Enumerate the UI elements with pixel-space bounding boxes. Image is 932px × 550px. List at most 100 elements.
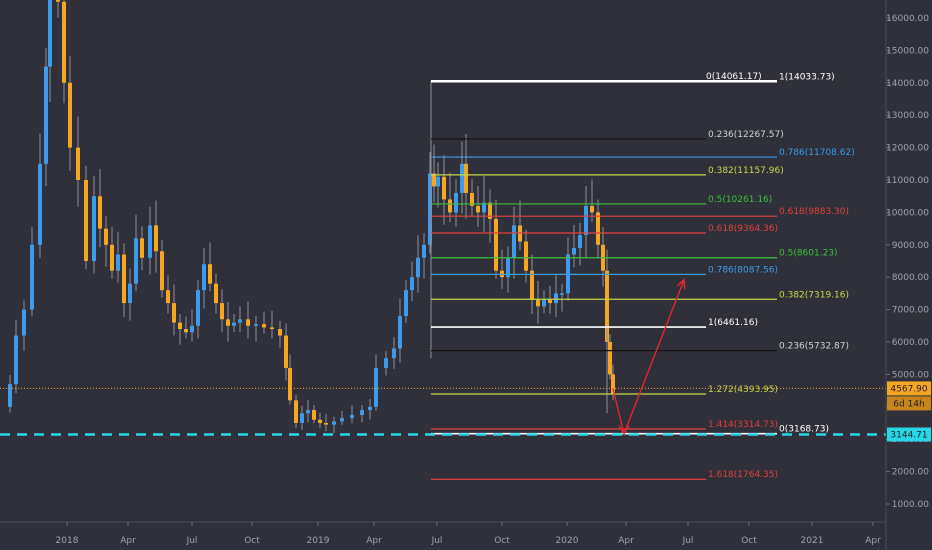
candle-52 — [340, 418, 344, 422]
candle-93 — [596, 212, 600, 245]
candle-97 — [611, 374, 615, 394]
countdown-label: 6d 14h — [893, 399, 924, 409]
candle-78 — [506, 257, 510, 278]
fib-level-9-label: 0.786(8087.56) — [708, 265, 778, 275]
fib-level-8-label: 0.5(8601.23) — [779, 249, 838, 259]
candle-21 — [140, 238, 144, 258]
candle-38 — [246, 319, 250, 326]
candle-40 — [262, 324, 266, 328]
fib-level-4-label: 0.382(11157.96) — [708, 166, 784, 176]
current-price-label: 4567.90 — [890, 384, 927, 394]
candle-14 — [98, 196, 102, 229]
candle-62 — [416, 257, 420, 278]
candle-60 — [404, 290, 408, 317]
candle-30 — [196, 290, 200, 326]
projection-arrow — [612, 278, 686, 437]
candle-68 — [448, 199, 452, 213]
candle-42 — [278, 329, 282, 336]
candle-64 — [428, 173, 432, 245]
candle-56 — [374, 367, 378, 407]
candle-13 — [92, 196, 96, 261]
current-price-tag — [887, 381, 931, 396]
candle-75 — [488, 202, 492, 219]
candle-17 — [116, 254, 120, 271]
candle-67 — [442, 176, 446, 200]
fib-level-14-label: 1.414(3314.73) — [708, 420, 778, 430]
fib-level-6-label: 0.618(9883.30) — [779, 207, 849, 217]
candle-10 — [68, 82, 72, 148]
candle-86 — [554, 293, 558, 304]
y-tick-3-label: 13000.00 — [886, 111, 929, 121]
x-tick-2-label: Jul — [186, 536, 198, 546]
candle-18 — [122, 254, 126, 304]
candle-1 — [8, 384, 12, 407]
fib-level-5-label: 0.5(10261.16) — [708, 195, 772, 205]
candle-31 — [202, 264, 206, 291]
x-tick-12-label: 2021 — [801, 536, 824, 546]
y-tick-4-label: 12000.00 — [886, 144, 929, 154]
candle-71 — [464, 163, 468, 193]
candle-55 — [368, 406, 372, 411]
candle-33 — [214, 283, 218, 304]
fib-level-16-label: 1.618(1764.35) — [708, 470, 778, 480]
candle-27 — [178, 322, 182, 330]
y-tick-5-label: 11000.00 — [886, 176, 929, 186]
x-tick-9-label: Apr — [618, 536, 634, 546]
x-axis[interactable]: 2018 Apr Jul Oct 2019 Apr Jul Oct 2020 Apr Jul Oct 2… — [56, 522, 882, 546]
candle-8 — [56, 0, 60, 2]
candle-29 — [190, 325, 194, 333]
support-price-tag — [887, 427, 931, 442]
candle-72 — [470, 192, 474, 206]
candle-69 — [454, 192, 458, 213]
candle-4 — [30, 244, 34, 310]
candle-50 — [324, 423, 328, 425]
support-price-label: 3144.71 — [890, 431, 927, 441]
candle-28 — [184, 329, 188, 333]
candle-12 — [84, 180, 88, 261]
candle-65 — [432, 173, 436, 187]
candle-53 — [350, 414, 354, 419]
candle-59 — [398, 316, 402, 349]
y-tick-0-label: 16000.00 — [886, 14, 929, 24]
candle-47 — [306, 410, 310, 414]
y-axis-panel[interactable] — [886, 0, 932, 550]
candle-48 — [312, 410, 316, 420]
candle-32 — [208, 264, 212, 284]
candle-73 — [476, 205, 480, 213]
fib-level-12-label: 0.236(5732.87) — [779, 342, 849, 352]
y-tick-1-label: 15000.00 — [886, 46, 929, 56]
candle-89 — [572, 248, 576, 255]
candle-7 — [48, 0, 52, 67]
candle-95 — [605, 270, 609, 342]
y-tick-14-label: 2000.00 — [892, 468, 929, 478]
y-tick-8-label: 8000.00 — [892, 273, 929, 283]
x-tick-8-label: 2020 — [556, 536, 579, 546]
projection-arrow-head — [676, 278, 686, 289]
candle-25 — [166, 290, 170, 304]
fib-level-1-label: 1(14033.73) — [779, 73, 835, 83]
fib-level-10-label: 0.382(7319.16) — [779, 290, 849, 300]
candle-24 — [160, 251, 164, 291]
x-tick-10-label: Jul — [682, 536, 694, 546]
x-tick-4-label: 2019 — [307, 536, 330, 546]
candle-54 — [360, 410, 364, 415]
candle-85 — [548, 299, 552, 304]
candle-46 — [300, 413, 304, 423]
candle-76 — [494, 218, 498, 271]
candle-74 — [482, 202, 486, 213]
candle-96 — [608, 342, 612, 375]
x-tick-5-label: Apr — [366, 536, 382, 546]
y-tick-15-label: 1000.00 — [892, 500, 929, 510]
candle-91 — [584, 205, 588, 236]
candle-44 — [288, 367, 292, 401]
candle-79 — [512, 225, 516, 258]
candle-26 — [172, 303, 176, 323]
candle-6 — [44, 66, 48, 164]
x-tick-7-label: Oct — [494, 536, 510, 546]
candle-51 — [332, 421, 336, 425]
candle-11 — [76, 147, 80, 180]
candle-84 — [542, 299, 546, 307]
candle-81 — [524, 241, 528, 271]
fib-level-2-label: 0.236(12267.57) — [708, 130, 784, 140]
